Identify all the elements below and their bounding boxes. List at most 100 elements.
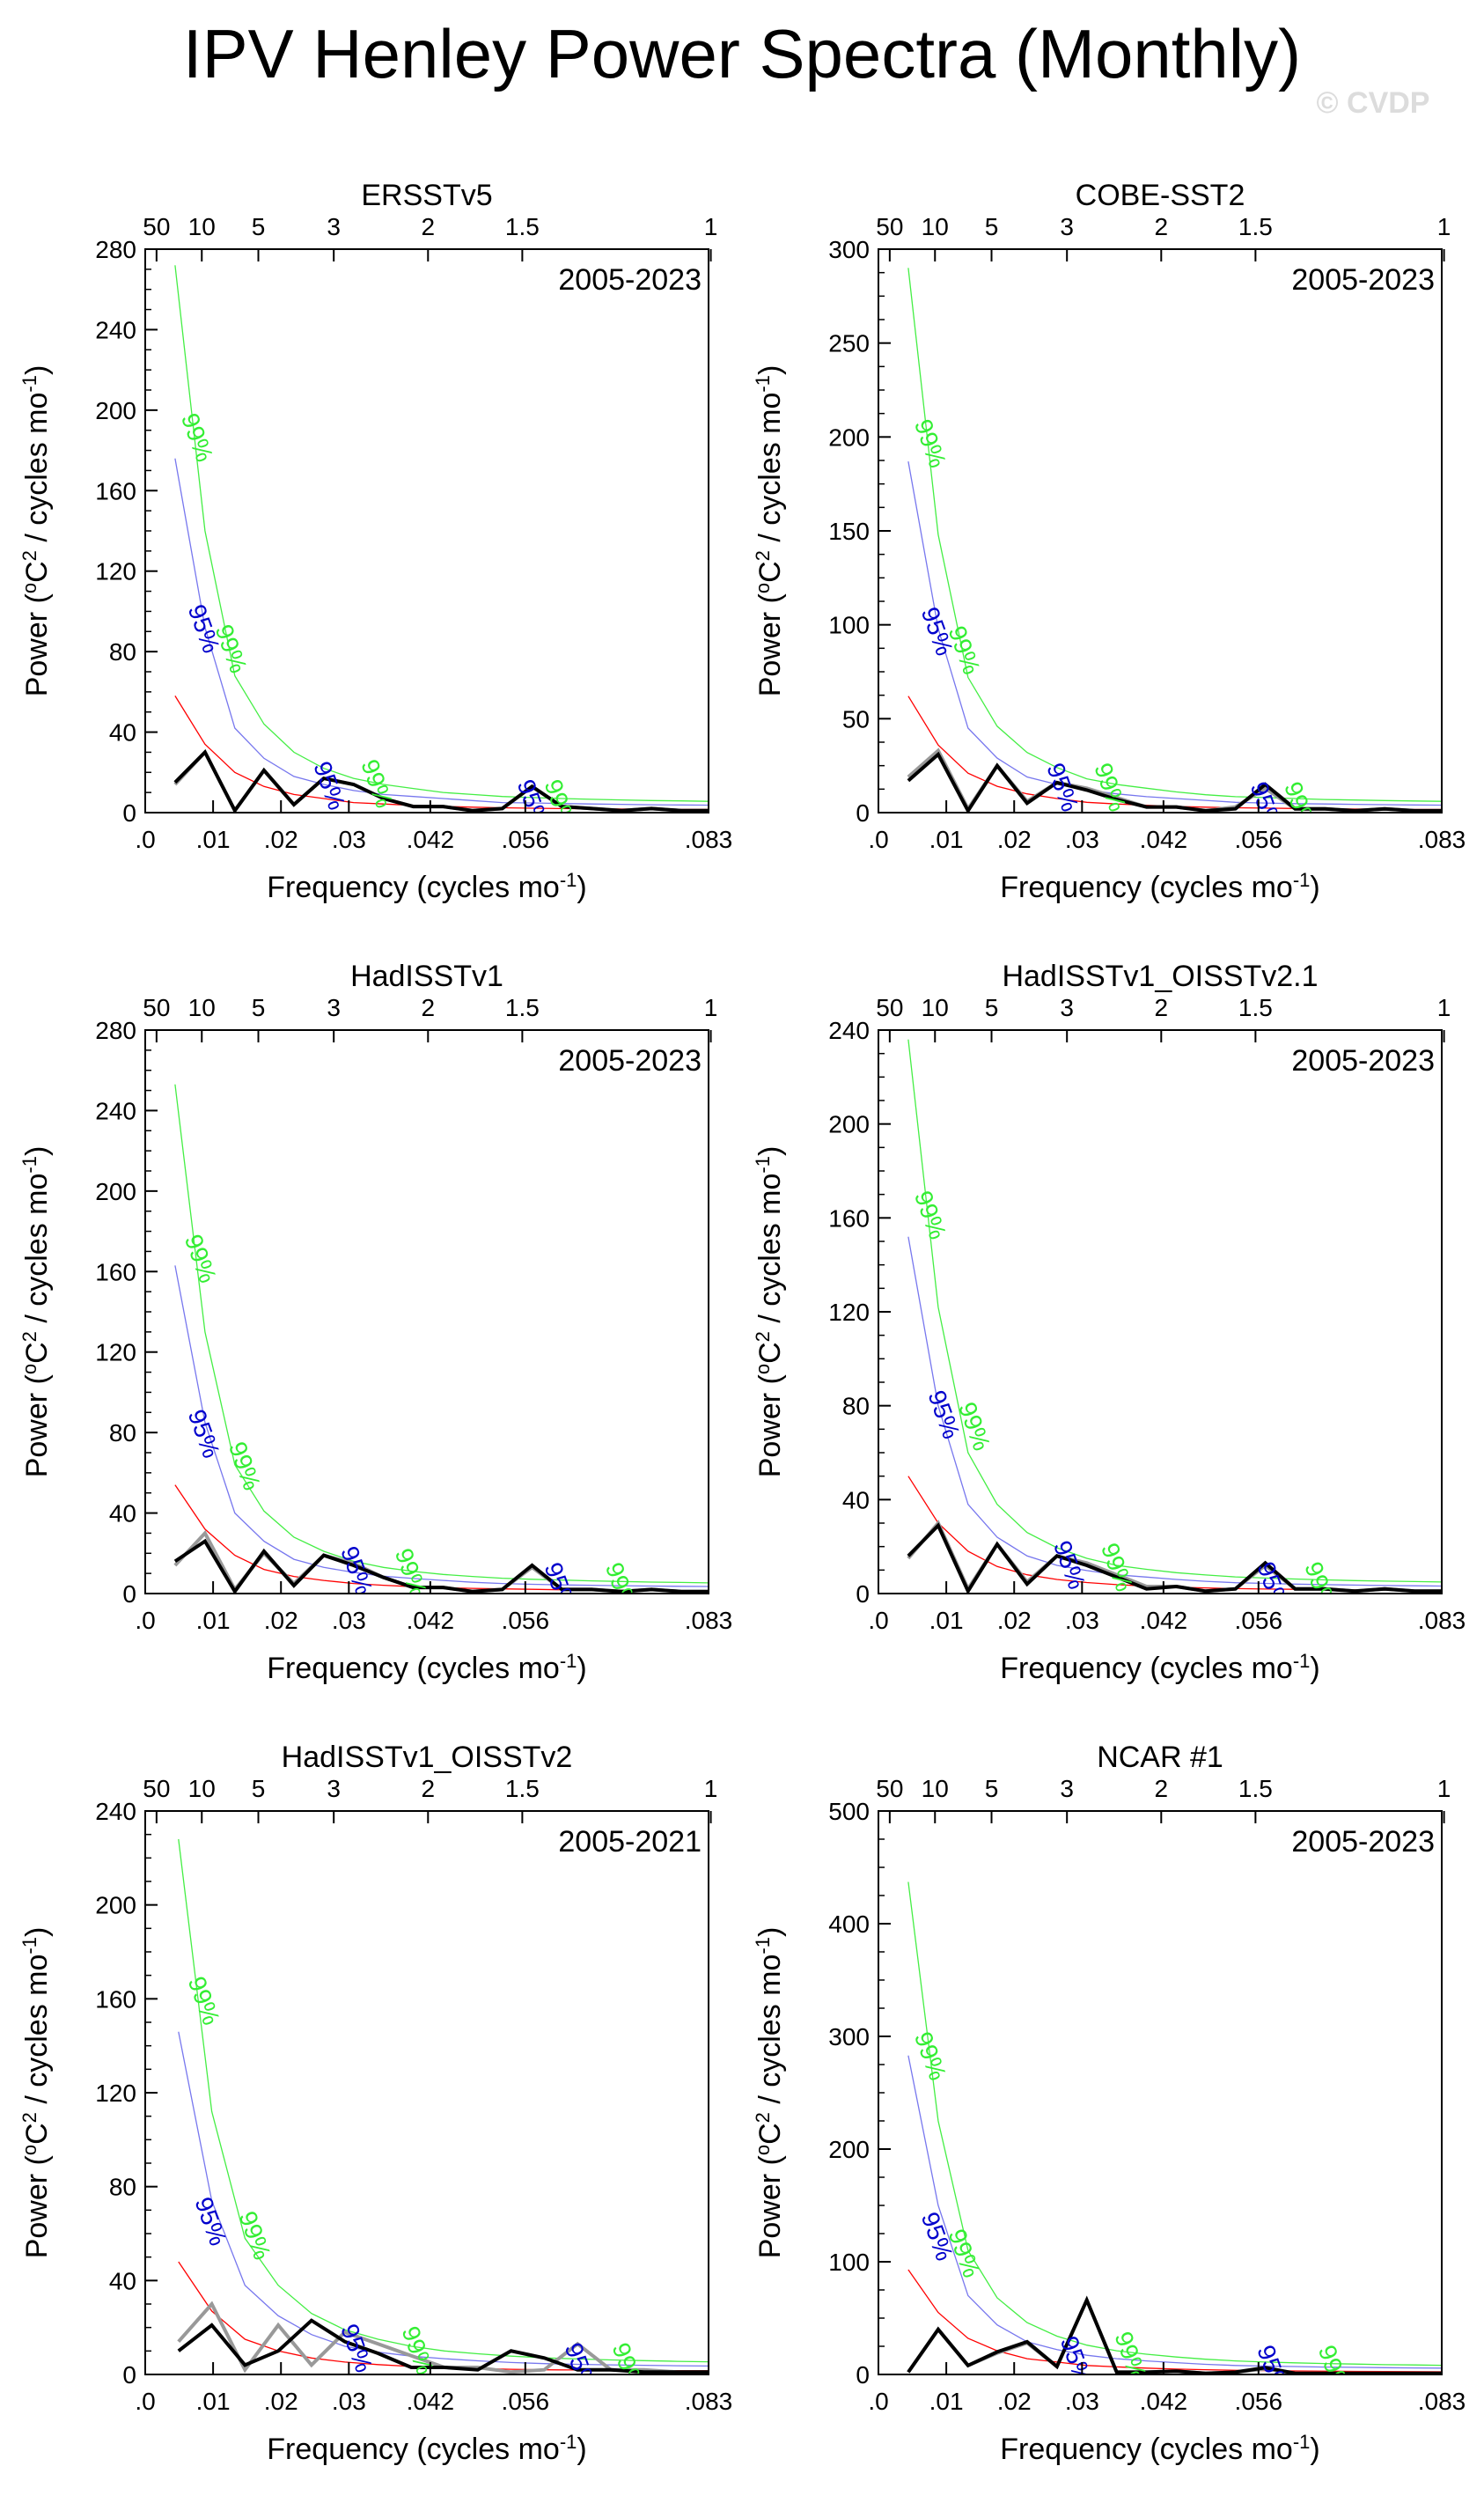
top-tick-label: 1.5 xyxy=(1238,994,1273,1021)
y-tick-label: 80 xyxy=(109,1419,136,1447)
y-tick-label: 150 xyxy=(828,518,870,545)
y-tick-label: 240 xyxy=(828,1017,870,1044)
x-tick-label: .0 xyxy=(868,826,888,853)
y-axis-label: Power (oC2 / cycles mo-1) xyxy=(18,1927,55,2259)
x-tick-label: .0 xyxy=(135,2388,155,2415)
series-line-ci99 xyxy=(174,265,709,802)
ci99-label: 99% xyxy=(233,2207,275,2263)
top-tick-label: 1 xyxy=(704,1775,718,1802)
y-tick-label: 120 xyxy=(95,558,136,585)
series-line-ci99 xyxy=(174,1084,709,1584)
y-tick-label: 160 xyxy=(95,1985,136,2013)
y-tick-label: 50 xyxy=(842,705,870,732)
ci99-label: 99% xyxy=(909,416,951,471)
x-tick-label: .056 xyxy=(502,2388,550,2415)
period-label: 2005-2023 xyxy=(558,1044,702,1078)
x-tick-label: .03 xyxy=(1065,2388,1099,2415)
cvdp-watermark: © CVDP xyxy=(1317,86,1430,120)
x-tick-label: .083 xyxy=(1418,826,1466,853)
series-line-ci95 xyxy=(907,1236,1442,1587)
ci99-label: 99% xyxy=(1313,2342,1355,2397)
y-tick-label: 0 xyxy=(856,799,870,827)
x-tick-label: .0 xyxy=(868,1607,888,1634)
top-tick-label: 10 xyxy=(922,213,949,240)
top-tick-label: 1.5 xyxy=(505,213,540,240)
series-line-red-noise xyxy=(907,696,1442,811)
x-tick-label: .083 xyxy=(685,1607,733,1634)
x-tick-label: .083 xyxy=(1418,2388,1466,2415)
y-tick-label: 200 xyxy=(95,1178,136,1205)
top-tick-label: 1 xyxy=(1437,213,1451,240)
ci99-label: 99% xyxy=(1279,778,1321,834)
plot-area: 95%95% 95%99%99%99% 99% xyxy=(173,265,709,813)
y-tick-label: 120 xyxy=(95,1339,136,1366)
x-tick-label: .0 xyxy=(135,826,155,853)
x-tick-label: .02 xyxy=(997,2388,1032,2415)
y-tick-label: 40 xyxy=(109,1500,136,1528)
y-tick-label: 0 xyxy=(122,2361,136,2389)
y-tick-label: 0 xyxy=(856,2361,870,2389)
panel-title: HadISSTv1_OISSTv2.1 xyxy=(1002,960,1318,993)
y-axis-label: Power (oC2 / cycles mo-1) xyxy=(18,365,55,697)
top-tick-label: 2 xyxy=(421,994,435,1021)
x-tick-label: .042 xyxy=(1140,826,1188,853)
x-tick-label: .083 xyxy=(685,2388,733,2415)
x-axis-label: Frequency (cycles mo-1) xyxy=(1000,2431,1319,2467)
ci99-label: 99% xyxy=(909,1187,951,1242)
y-tick-label: 80 xyxy=(842,1393,870,1420)
y-tick-label: 40 xyxy=(109,2267,136,2294)
plot-frame xyxy=(878,1810,1443,2375)
series-line-spectrum xyxy=(173,749,709,813)
x-tick-label: .01 xyxy=(929,1607,964,1634)
ci99-label: 99% xyxy=(909,2028,951,2084)
x-tick-label: .056 xyxy=(1235,826,1283,853)
x-tick-label: .083 xyxy=(685,826,733,853)
x-tick-label: .056 xyxy=(502,1607,550,1634)
series-line-spectrum xyxy=(907,751,1442,813)
x-tick-label: .0 xyxy=(868,2388,888,2415)
spectrum-panel: HadISSTv1_OISSTv2.195%95% 95%99%99%99% 99%… xyxy=(752,960,1466,1685)
top-tick-label: 3 xyxy=(327,213,341,240)
plot-area: 95%95% 95%99%99%99% 99% xyxy=(907,1881,1442,2397)
y-axis-label: Power (oC2 / cycles mo-1) xyxy=(752,365,788,697)
ci99-label: 99% xyxy=(397,2323,439,2378)
x-tick-label: .03 xyxy=(1065,1607,1099,1634)
y-tick-label: 120 xyxy=(828,1299,870,1326)
series-line-ci95 xyxy=(907,2055,1442,2369)
top-tick-label: 2 xyxy=(421,213,435,240)
plot-frame xyxy=(144,248,709,813)
y-tick-label: 400 xyxy=(828,1910,870,1938)
ci95-label: 95% xyxy=(183,1406,225,1461)
x-tick-label: .03 xyxy=(1065,826,1099,853)
ci99-label: 99% xyxy=(180,1231,222,1286)
y-tick-label: 240 xyxy=(95,1798,136,1825)
period-label: 2005-2023 xyxy=(1291,1044,1435,1078)
series-line-spectrum xyxy=(907,2295,1442,2374)
series-line-ci99 xyxy=(907,1881,1442,2367)
y-tick-label: 240 xyxy=(95,316,136,343)
ci99-label: 99% xyxy=(176,409,218,465)
x-axis-label: Frequency (cycles mo-1) xyxy=(267,1650,586,1686)
top-tick-label: 2 xyxy=(421,1775,435,1802)
y-tick-label: 120 xyxy=(95,2080,136,2107)
spectrum-panel: ERSSTv5 95%95% 95%99%99%99% 99%2005-2023 0 40… xyxy=(18,179,733,904)
x-tick-label: .042 xyxy=(1140,1607,1188,1634)
y-tick-label: 280 xyxy=(95,1017,136,1044)
x-tick-label: .042 xyxy=(407,826,455,853)
x-tick-label: .02 xyxy=(997,826,1032,853)
y-tick-label: 160 xyxy=(95,477,136,504)
series-line-ci99 xyxy=(178,1838,709,2363)
top-tick-label: 10 xyxy=(188,1775,216,1802)
figure-title: IPV Henley Power Spectra (Monthly) xyxy=(183,15,1301,92)
top-tick-label: 2 xyxy=(1154,994,1168,1021)
x-tick-label: .02 xyxy=(997,1607,1032,1634)
x-tick-label: .042 xyxy=(1140,2388,1188,2415)
x-tick-label: .01 xyxy=(196,2388,231,2415)
top-tick-label: 5 xyxy=(252,994,266,1021)
ci95-label: 95% xyxy=(335,2320,378,2375)
y-tick-label: 100 xyxy=(828,2249,870,2276)
ci99-label: 99% xyxy=(390,1545,432,1601)
series-line-red-noise xyxy=(907,1476,1442,1591)
series-line-ci95 xyxy=(174,458,709,806)
